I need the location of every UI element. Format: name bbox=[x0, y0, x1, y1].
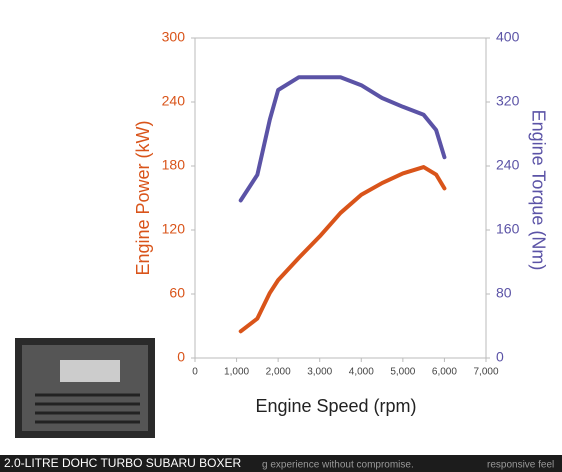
y-tick-label: 120 bbox=[162, 221, 186, 237]
y-axis-label: Engine Power (kW) bbox=[133, 120, 153, 275]
x-tick-label: 2,000 bbox=[266, 367, 291, 378]
x-tick-label: 6,000 bbox=[432, 367, 457, 378]
x-axis-label: Engine Speed (rpm) bbox=[255, 396, 416, 416]
y-tick-label: 180 bbox=[162, 157, 186, 173]
y2-tick-label: 320 bbox=[496, 93, 520, 109]
x-tick-label: 0 bbox=[192, 367, 198, 378]
y2-tick-label: 80 bbox=[496, 285, 512, 301]
y-tick-label: 60 bbox=[169, 285, 185, 301]
x-tick-label: 5,000 bbox=[390, 367, 415, 378]
line-series bbox=[238, 165, 447, 334]
y2-tick-label: 240 bbox=[496, 157, 520, 173]
caption-title: 2.0-LITRE DOHC TURBO SUBARU BOXER bbox=[4, 456, 241, 470]
y2-tick-label: 160 bbox=[496, 221, 520, 237]
x-tick-label: 3,000 bbox=[307, 367, 332, 378]
y-tick-label: 240 bbox=[162, 93, 186, 109]
plot-frame bbox=[194, 37, 487, 359]
caption-text: responsive feel bbox=[487, 460, 554, 471]
caption-bar bbox=[0, 455, 562, 472]
line-series bbox=[238, 75, 447, 203]
y-tick-label: 0 bbox=[177, 349, 185, 365]
x-tick-label: 1,000 bbox=[224, 367, 249, 378]
x-tick-label: 7,000 bbox=[473, 367, 498, 378]
x-tick-label: 4,000 bbox=[349, 367, 374, 378]
engine-thumbnail bbox=[15, 338, 155, 438]
y2-axis-label: Engine Torque (Nm) bbox=[528, 110, 548, 271]
y2-tick-label: 0 bbox=[496, 349, 504, 365]
y2-tick-label: 400 bbox=[496, 29, 520, 45]
caption-text: g experience without compromise. bbox=[262, 460, 414, 471]
y-tick-label: 300 bbox=[162, 29, 186, 45]
